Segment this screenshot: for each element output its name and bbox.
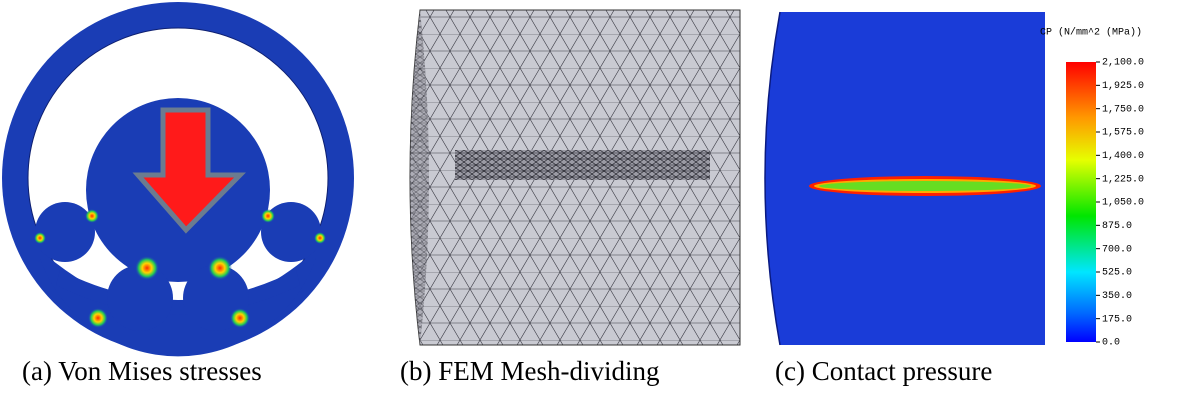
caption: (a) Von Mises stresses bbox=[22, 356, 262, 386]
von-mises-panel bbox=[2, 2, 354, 356]
tick-label: 2,100.0 bbox=[1102, 58, 1144, 69]
tick-label: 875.0 bbox=[1102, 221, 1132, 232]
tick-label: 1,400.0 bbox=[1102, 151, 1144, 162]
colorbar: CP (N/mm^2 (MPa)) 2,100.0 1,925.0 1,750.0 1… bbox=[1040, 27, 1144, 349]
tick-label: 1,050.0 bbox=[1102, 198, 1144, 209]
figure: CP (N/mm^2 (MPa)) 2,100.0 1,925.0 1,750.0 1… bbox=[0, 0, 1182, 394]
tick-label: 1,225.0 bbox=[1102, 174, 1144, 185]
tick-label: 350.0 bbox=[1102, 291, 1132, 302]
tick-label: 175.0 bbox=[1102, 314, 1132, 325]
tick-label: 0.0 bbox=[1102, 338, 1120, 349]
tick-label: 1,925.0 bbox=[1102, 81, 1144, 92]
colorbar-scale bbox=[1066, 62, 1096, 342]
tick-label: 1,750.0 bbox=[1102, 104, 1144, 115]
tick-label: 1,575.0 bbox=[1102, 128, 1144, 139]
contact-pressure-panel bbox=[765, 12, 1045, 345]
mesh-panel bbox=[410, 10, 740, 345]
tick-label: 700.0 bbox=[1102, 244, 1132, 255]
tick-label: 525.0 bbox=[1102, 268, 1132, 279]
caption: (b) FEM Mesh-dividing bbox=[400, 356, 660, 386]
caption: (c) Contact pressure bbox=[775, 356, 992, 386]
colorbar-title: CP (N/mm^2 (MPa)) bbox=[1040, 27, 1142, 39]
